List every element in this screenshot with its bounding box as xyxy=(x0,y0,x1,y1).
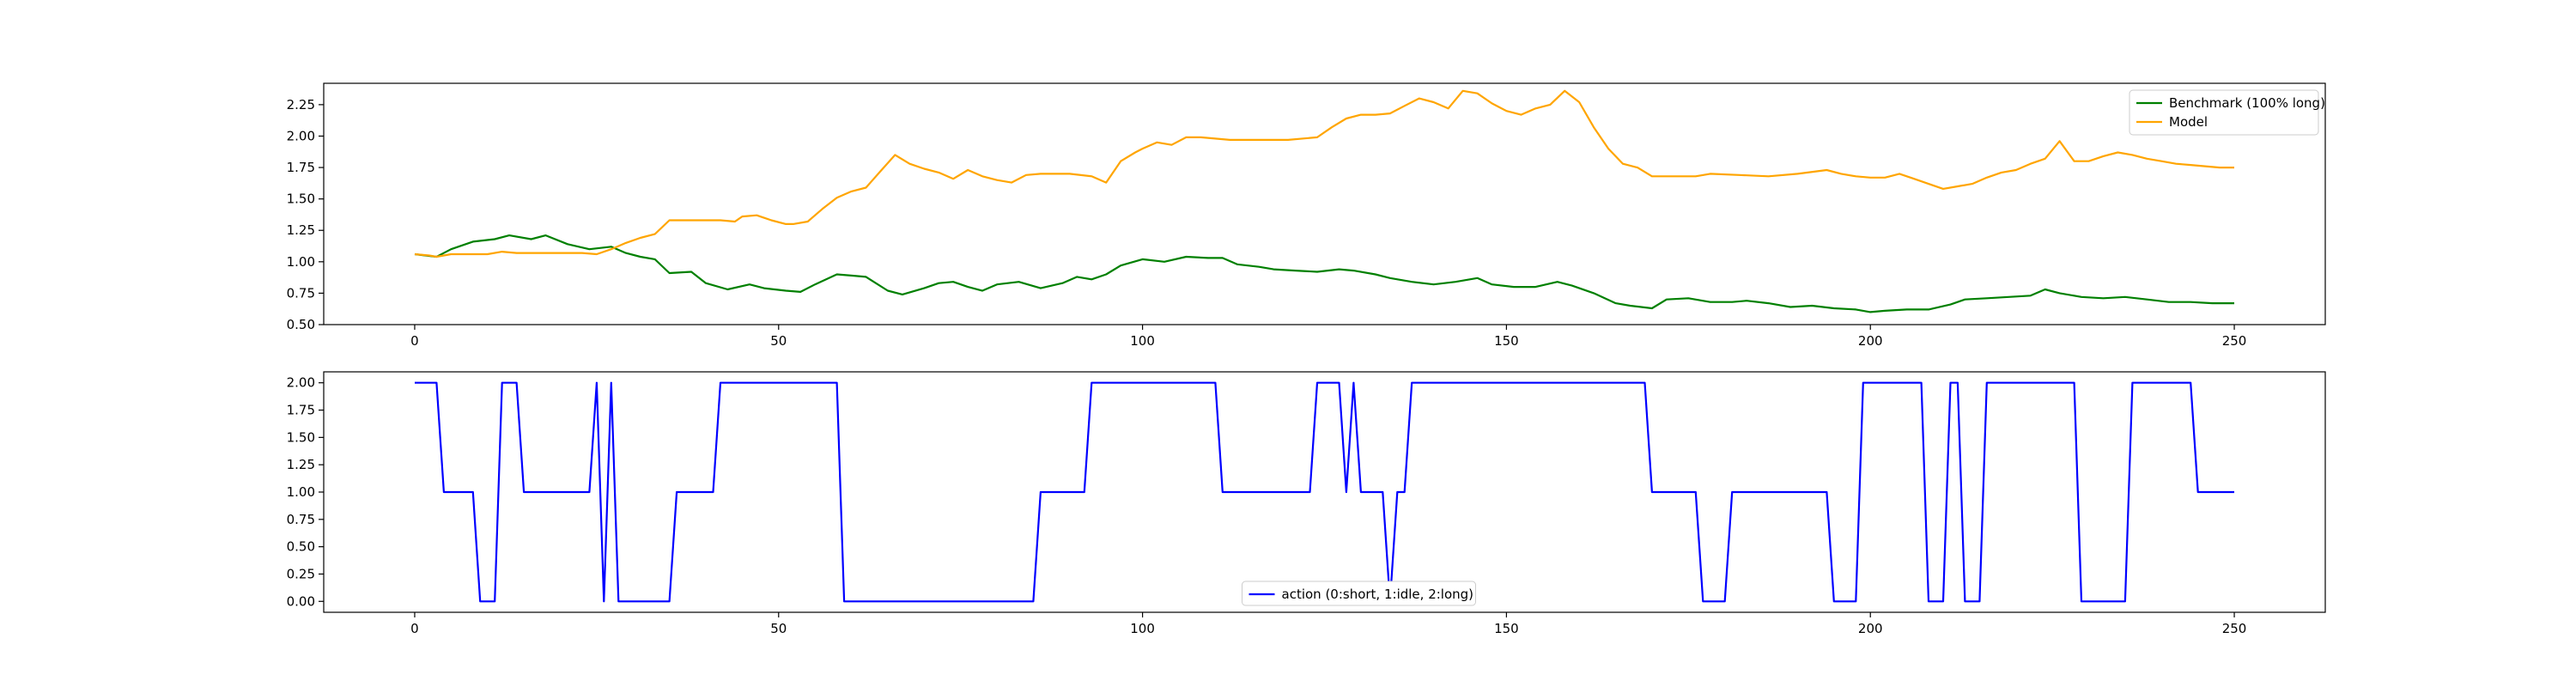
legend-box xyxy=(1242,581,1476,606)
y-tick-label: 1.25 xyxy=(287,222,315,238)
x-tick-label: 0 xyxy=(410,621,419,636)
legend-entry-label: Model xyxy=(2169,114,2208,130)
series-line-action-0-short-1-idle-2-long xyxy=(415,381,2234,603)
y-tick-label: 2.00 xyxy=(287,375,315,391)
y-tick-label: 1.50 xyxy=(287,429,315,445)
y-tick-label: 2.00 xyxy=(287,128,315,143)
x-tick-label: 150 xyxy=(1494,621,1519,636)
legend-box xyxy=(2129,89,2319,136)
x-tick-label: 0 xyxy=(410,333,419,349)
x-tick-label: 200 xyxy=(1858,621,1883,636)
x-tick-label: 50 xyxy=(770,333,787,349)
y-tick-label: 0.75 xyxy=(287,285,315,301)
y-tick-label: 0.50 xyxy=(287,317,315,332)
y-tick-label: 1.25 xyxy=(287,457,315,472)
y-tick-label: 0.50 xyxy=(287,539,315,555)
legend: action (0:short, 1:idle, 2:long) xyxy=(1242,581,1476,606)
y-tick-label: 0.75 xyxy=(287,512,315,527)
y-tick-label: 1.75 xyxy=(287,160,315,175)
legend: Benchmark (100% long) Model xyxy=(2129,89,2325,136)
x-tick-label: 50 xyxy=(770,621,787,636)
x-tick-label: 100 xyxy=(1130,621,1155,636)
x-tick-label: 100 xyxy=(1130,333,1155,349)
axes-frame xyxy=(323,82,2326,325)
benchmark-vs-model-panel: 0 50 100 150 200 250 0.50 0.75 1.00 1.25 1.50 1.75 2… xyxy=(287,82,2326,349)
y-tick-label: 1.00 xyxy=(287,254,315,270)
x-tick-label: 250 xyxy=(2222,333,2247,349)
x-tick-label: 200 xyxy=(1858,333,1883,349)
y-tick-label: 0.00 xyxy=(287,593,315,609)
legend-entry-label: action (0:short, 1:idle, 2:long) xyxy=(1282,587,1474,602)
legend-entry-label: Benchmark (100% long) xyxy=(2169,95,2325,111)
series-line-model xyxy=(414,89,2234,258)
y-tick-label: 2.25 xyxy=(287,97,315,112)
y-tick-label: 1.50 xyxy=(287,192,315,207)
y-tick-label: 0.25 xyxy=(287,566,315,581)
x-tick-label: 250 xyxy=(2222,621,2247,636)
action-panel: 0 50 100 150 200 250 0.00 0.25 0.50 0.75 1.00 1.25 1… xyxy=(287,371,2326,636)
axes-frame xyxy=(323,371,2326,613)
x-tick-label: 150 xyxy=(1494,333,1519,349)
y-tick-label: 1.00 xyxy=(287,484,315,500)
y-tick-label: 1.75 xyxy=(287,403,315,418)
series-line-benchmark-100-long xyxy=(414,234,2234,313)
